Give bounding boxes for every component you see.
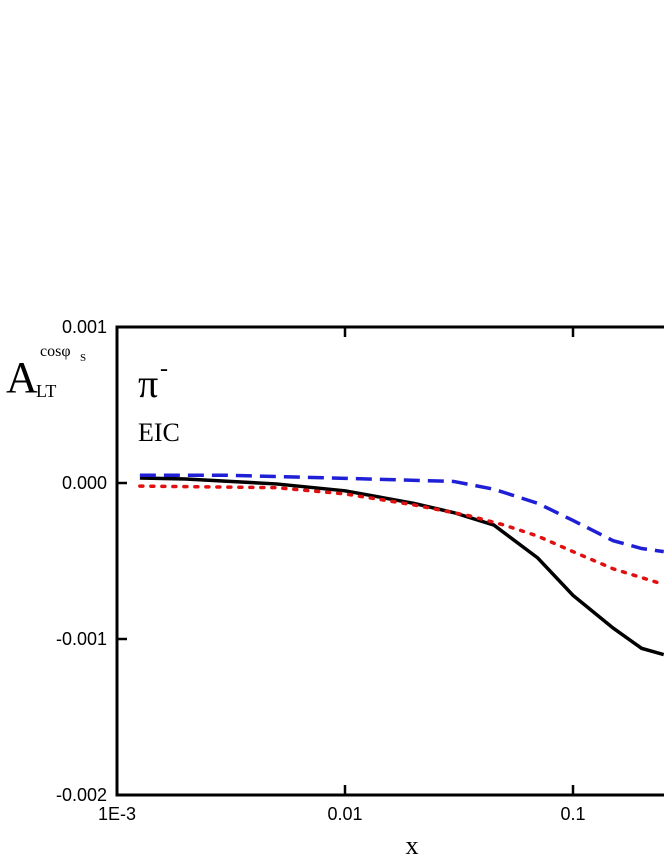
x-tick-label: 0.1 (560, 804, 585, 824)
y-tick-label: 0.001 (62, 317, 107, 337)
y-label-main: A (6, 353, 38, 402)
y-label-sup: cosφ (40, 343, 71, 360)
y-tick-label: -0.001 (56, 629, 107, 649)
line-series (139, 473, 664, 554)
line-series (139, 476, 664, 657)
y-tick-label: 0.000 (62, 473, 107, 493)
line-series (138, 484, 664, 587)
x-label: x (406, 831, 419, 860)
x-tick-label: 1E-3 (98, 804, 136, 824)
annotation: π (138, 361, 158, 406)
annotation: EIC (138, 418, 180, 447)
y-label-supsub: S (80, 352, 86, 364)
y-tick-label: -0.002 (56, 785, 107, 805)
annotation-sup: - (160, 356, 168, 382)
plot-frame (115, 325, 664, 797)
x-tick-label: 0.01 (327, 804, 362, 824)
y-label-sub: LT (36, 381, 56, 401)
